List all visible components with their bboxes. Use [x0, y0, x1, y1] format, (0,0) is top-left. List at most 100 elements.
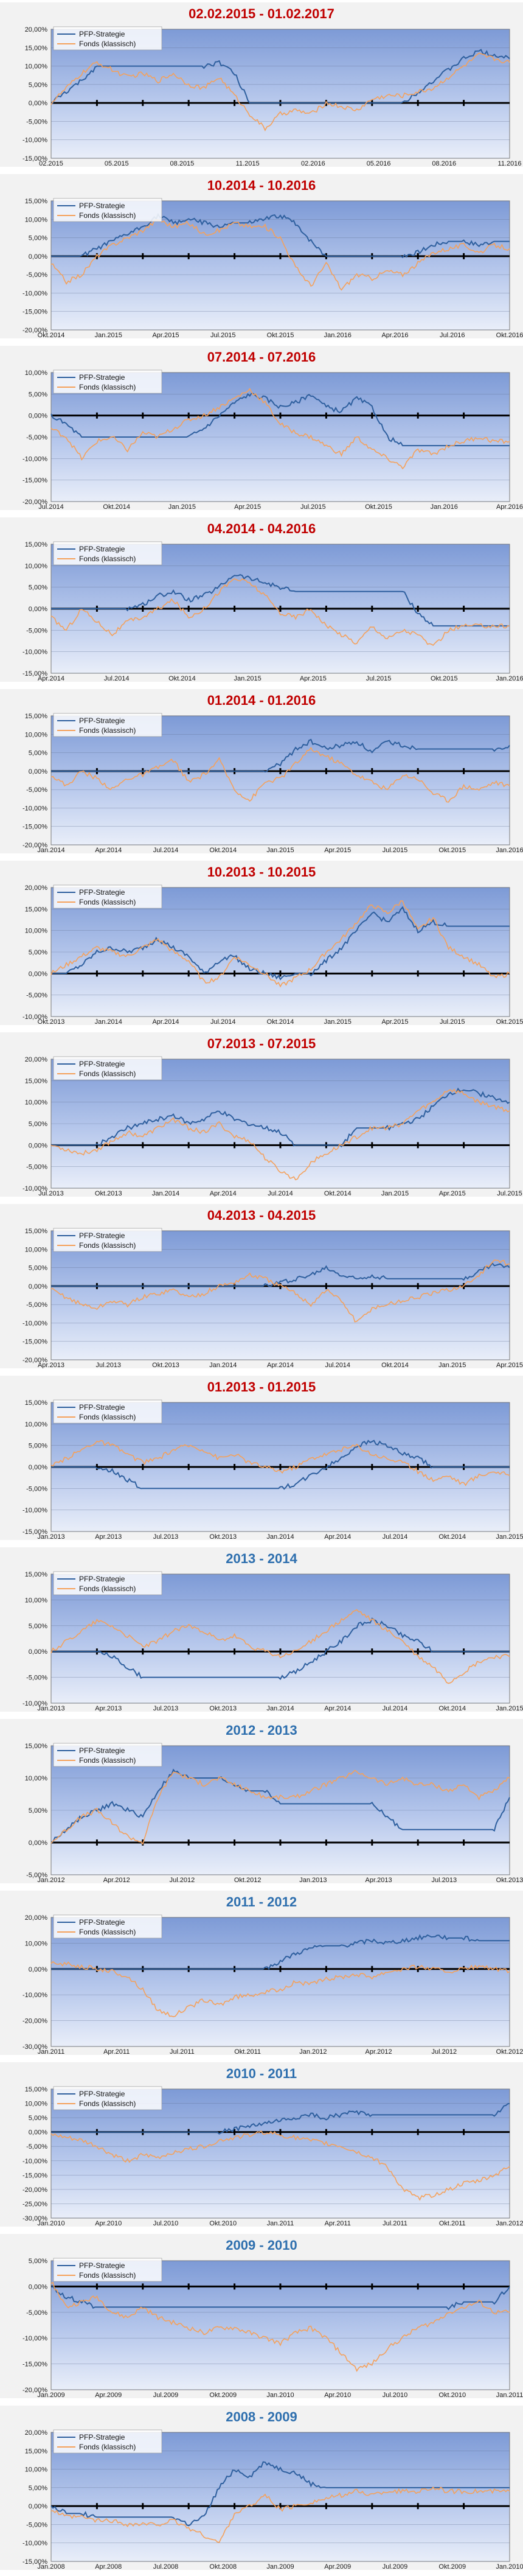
x-tick-label: Jan.2010	[266, 2392, 294, 2398]
x-tick-label: Jan.2015	[381, 1190, 409, 1197]
chart-title: 04.2014 - 04.2016	[207, 521, 316, 536]
y-tick-label: -20,00%	[23, 327, 47, 334]
y-tick-label: 0,00%	[29, 768, 47, 775]
x-tick-label: 05.2015	[105, 160, 129, 167]
x-tick-label: Jul.2015	[366, 675, 392, 682]
chart-panel: 07.2014 - 07.2016 10,00% 5,00% 0,00% -5,00% -…	[0, 346, 523, 510]
x-tick-label: Okt.2012	[234, 1877, 262, 1883]
x-tick-label: Apr.2015	[324, 847, 351, 853]
x-tick-label: Apr.2014	[95, 847, 122, 853]
y-tick-label: -10,00%	[23, 1013, 47, 1021]
series-line-strategy	[51, 1262, 510, 1287]
y-tick-label: -10,00%	[23, 1700, 47, 1707]
series-line-fund	[50, 1259, 510, 1323]
line-chart: 15,00% 10,00% 5,00% 0,00% -5,00% -10,00% -15,0…	[23, 541, 523, 682]
legend-label-strategy: PFP-Strategie	[79, 373, 125, 382]
series-line-strategy	[51, 2102, 510, 2135]
y-tick-label: 5,00%	[29, 1121, 47, 1128]
y-tick-label: 15,00%	[25, 198, 48, 205]
y-tick-label: 5,00%	[29, 2115, 47, 2122]
series-line-fund	[50, 2130, 510, 2201]
y-tick-label: -15,00%	[23, 309, 47, 316]
x-tick-label: Jan.2014	[209, 1362, 237, 1368]
line-chart: 15,00% 10,00% 5,00% 0,00% -5,00% -10,00% -15,0…	[23, 1228, 523, 1368]
y-tick-label: -20,00%	[23, 842, 47, 849]
line-chart: 20,00% 15,00% 10,00% 5,00% 0,00% -5,00% -10,00…	[23, 26, 522, 167]
x-tick-label: Jul.2010	[383, 2392, 408, 2398]
y-tick-label: -15,00%	[23, 824, 47, 831]
x-tick-label: Jan.2015	[438, 1362, 466, 1368]
series-line-fund	[50, 1609, 510, 1684]
x-tick-label: Jan.2016	[431, 503, 458, 510]
x-tick-label: Jan.2014	[266, 1705, 294, 1712]
y-tick-label: -30,00%	[23, 2215, 47, 2222]
y-tick-label: 15,00%	[25, 44, 48, 52]
x-tick-label: Jan.2016	[324, 332, 352, 338]
x-tick-label: 11.2016	[498, 160, 522, 167]
y-tick-label: 5,00%	[29, 584, 47, 592]
x-tick-label: Okt.2009	[438, 2563, 466, 2570]
line-chart: 15,00% 10,00% 5,00% 0,00% -5,00% -10,00% -15,0…	[23, 713, 523, 853]
x-tick-label: Jul.2012	[170, 1877, 195, 1883]
chart-title: 07.2013 - 07.2015	[207, 1036, 316, 1051]
y-tick-label: -25,00%	[23, 2200, 47, 2208]
x-tick-label: Okt.2008	[209, 2563, 237, 2570]
plot-area	[50, 2260, 510, 2390]
x-tick-label: Apr.2009	[95, 2392, 122, 2398]
series-line-fund	[50, 2486, 510, 2543]
legend-label-strategy: PFP-Strategie	[79, 1231, 125, 1240]
x-tick-label: Jul.2013	[153, 1705, 179, 1712]
y-tick-label: 10,00%	[25, 1775, 48, 1782]
chart-title: 01.2013 - 01.2015	[207, 1379, 316, 1395]
y-tick-label: -20,00%	[23, 499, 47, 506]
x-tick-label: Jan.2015	[266, 847, 294, 853]
x-tick-label: Jan.2015	[496, 1533, 523, 1540]
legend-box	[53, 26, 162, 51]
y-tick-label: -10,00%	[23, 649, 47, 656]
y-tick-label: 10,00%	[25, 1099, 48, 1107]
plot-area	[50, 2432, 510, 2562]
plot-area	[50, 715, 510, 845]
x-tick-label: Jul.2010	[153, 2220, 179, 2227]
y-tick-label: 0,00%	[29, 253, 47, 261]
series-line-strategy	[51, 738, 510, 773]
y-tick-label: 10,00%	[25, 2101, 48, 2108]
series-line-strategy	[50, 392, 510, 447]
x-tick-label: Jul.2014	[268, 1190, 293, 1197]
x-tick-label: Jan.2014	[37, 847, 64, 853]
x-tick-label: Okt.2013	[95, 1190, 122, 1197]
series-line-strategy	[50, 49, 510, 104]
x-tick-label: Apr.2013	[38, 1362, 64, 1368]
x-tick-label: Okt.2013	[209, 1533, 237, 1540]
x-tick-label: Jan.2010	[496, 2563, 523, 2570]
y-tick-label: -10,00%	[23, 290, 47, 297]
x-tick-label: Jan.2015	[496, 1705, 523, 1712]
x-tick-label: Jan.2016	[496, 847, 523, 853]
x-tick-label: Okt.2012	[496, 2048, 523, 2055]
series-line-fund	[50, 1440, 510, 1486]
x-tick-label: Apr.2012	[103, 1877, 130, 1883]
y-tick-label: 0,00%	[29, 1839, 47, 1847]
chart-title: 2009 - 2010	[226, 2238, 297, 2253]
x-tick-label: Apr.2014	[324, 1705, 351, 1712]
x-tick-label: Jul.2015	[440, 1018, 465, 1025]
legend-box	[53, 1743, 162, 1767]
x-tick-label: Apr.2016	[496, 503, 523, 510]
x-tick-label: Apr.2012	[365, 2048, 392, 2055]
legend-label-strategy: PFP-Strategie	[79, 1575, 125, 1583]
x-tick-label: Jul.2013	[431, 1877, 457, 1883]
chart-title: 02.02.2015 - 01.02.2017	[189, 6, 334, 21]
x-tick-label: Okt.2014	[209, 847, 237, 853]
line-chart: 20,00% 15,00% 10,00% 5,00% 0,00% -5,00% -10,00…	[23, 2429, 523, 2570]
x-tick-label: Jul.2014	[383, 1705, 408, 1712]
x-tick-label: Okt.2014	[267, 1018, 294, 1025]
y-tick-label: -5,00%	[26, 627, 47, 634]
chart-panel: 2012 - 2013 15,00% 10,00% 5,00% 0,00% -5,00% J…	[0, 1719, 523, 1883]
y-tick-label: -15,00%	[23, 155, 47, 163]
legend-box	[53, 1571, 162, 1595]
